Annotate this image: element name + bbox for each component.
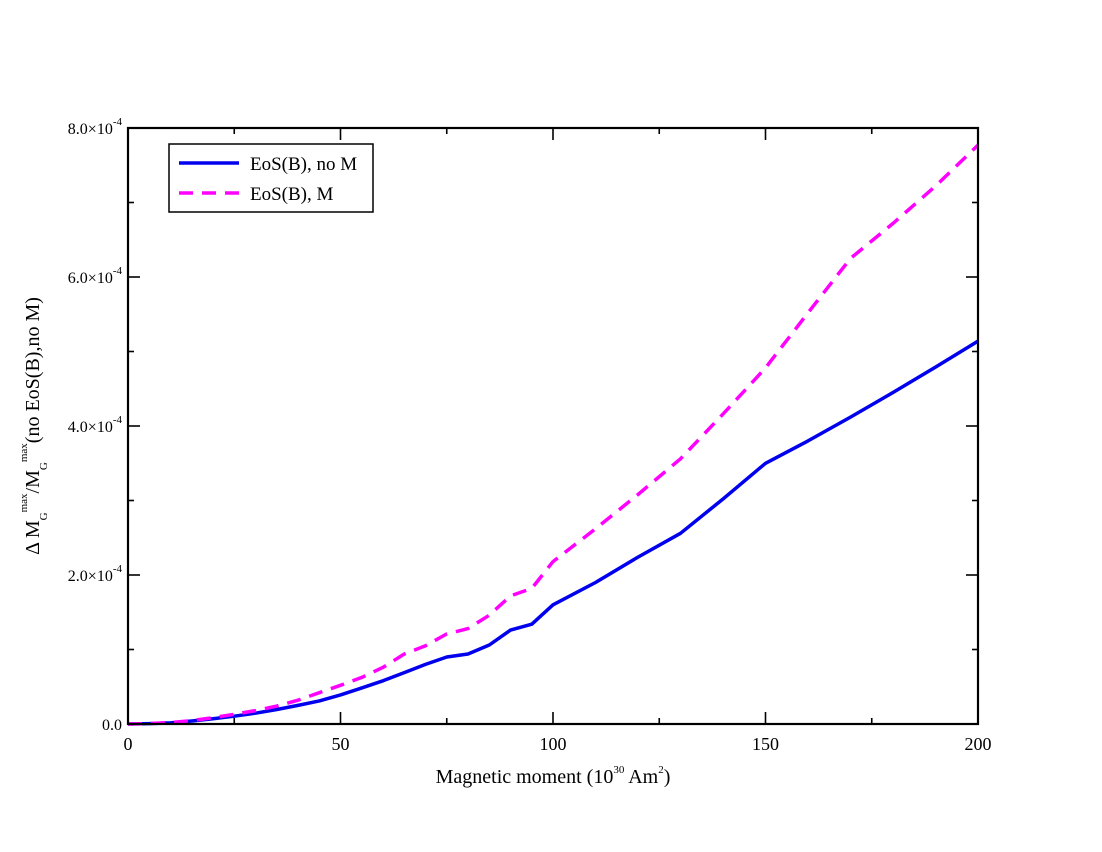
y-tick-label: 6.0×10-4 [68, 265, 123, 287]
legend-label-no-m: EoS(B), no M [250, 154, 357, 175]
legend-label-m: EoS(B), M [250, 184, 334, 205]
series-line-eos-b-m [127, 143, 980, 726]
y-tick-label: 2.0×10-4 [68, 563, 123, 585]
series-layer [127, 143, 980, 726]
x-tick-label: 100 [540, 734, 567, 754]
y-tick-label: 4.0×10-4 [68, 414, 123, 436]
x-tick-label: 0 [124, 734, 133, 754]
x-axis-title: Magnetic moment (1030 Am2) [436, 764, 671, 788]
series-line-eos-b-no-m [127, 339, 979, 726]
legend: EoS(B), no M EoS(B), M [168, 143, 374, 213]
legend-box [168, 143, 374, 213]
x-tick-label: 150 [752, 734, 779, 754]
y-tick-label: 0.0 [102, 717, 122, 734]
x-tick-label: 50 [332, 734, 350, 754]
y-tick-label: 8.0×10-4 [68, 116, 123, 138]
y-axis-title: Δ MGmax/MGmax(no EoS(B),no M) [18, 297, 50, 555]
tick-labels: 0 50 100 150 200 0.0 2.0×10-4 4.0×10-4 6.0×10-4 8… [68, 116, 992, 754]
x-tick-label: 200 [965, 734, 992, 754]
plot-frame [126, 126, 980, 726]
